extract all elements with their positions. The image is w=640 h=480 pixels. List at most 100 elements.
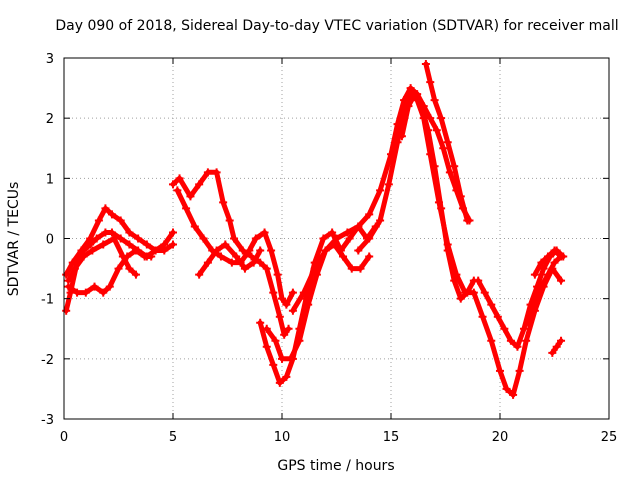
- y-tick-label: -2: [41, 353, 54, 368]
- data-point: [557, 336, 566, 345]
- data-point: [219, 198, 228, 207]
- data-point: [496, 366, 504, 375]
- data-point: [365, 234, 374, 243]
- data-point: [410, 90, 419, 99]
- data-point: [77, 246, 86, 255]
- data-point: [474, 276, 483, 285]
- data-point: [182, 204, 191, 213]
- data-point: [195, 270, 204, 279]
- data-point: [404, 102, 413, 111]
- x-tick-label: 10: [274, 430, 291, 445]
- data-point: [310, 264, 319, 273]
- data-point: [506, 336, 515, 345]
- y-tick-label: 3: [46, 52, 54, 67]
- data-point: [280, 330, 289, 339]
- data-point: [175, 174, 184, 183]
- data-point: [216, 252, 225, 261]
- y-tick-label: 2: [46, 112, 54, 127]
- data-point: [118, 252, 127, 261]
- data-point: [88, 246, 97, 255]
- data-point: [537, 258, 546, 267]
- data-point: [249, 258, 258, 267]
- data-series-track-g: [196, 242, 263, 278]
- data-point: [142, 240, 151, 249]
- data-point: [70, 264, 79, 273]
- data-point: [328, 228, 337, 237]
- data-point: [94, 216, 103, 225]
- data-point: [282, 372, 291, 381]
- data-point: [64, 276, 73, 285]
- data-point: [365, 210, 374, 219]
- data-point: [345, 234, 354, 243]
- data-point: [478, 312, 487, 321]
- data-point: [487, 300, 496, 309]
- data-point: [269, 360, 278, 369]
- data-point: [212, 246, 221, 255]
- x-tick-label: 25: [601, 430, 618, 445]
- data-point: [530, 270, 539, 279]
- data-point: [304, 300, 313, 309]
- chart-title: Day 090 of 2018, Sidereal Day-to-day VTE…: [55, 18, 618, 34]
- data-point: [550, 258, 559, 267]
- data-point: [487, 336, 496, 345]
- data-point: [267, 246, 276, 255]
- data-point: [90, 282, 99, 291]
- data-point: [515, 366, 524, 375]
- data-point: [519, 324, 528, 333]
- data-point: [260, 228, 269, 237]
- data-point: [437, 204, 446, 213]
- data-point: [347, 264, 356, 273]
- data-point: [186, 192, 195, 201]
- data-point: [240, 264, 249, 273]
- data-point: [450, 162, 459, 171]
- data-point: [160, 246, 169, 255]
- y-tick-label: 0: [46, 233, 54, 248]
- data-point: [125, 228, 134, 237]
- data-point: [105, 282, 114, 291]
- data-point: [299, 288, 308, 297]
- data-point: [116, 216, 125, 225]
- data-point: [134, 234, 143, 243]
- data-point: [278, 294, 286, 303]
- data-point: [365, 252, 374, 261]
- data-point: [321, 246, 330, 255]
- data-point: [284, 324, 293, 333]
- data-point: [131, 246, 140, 255]
- data-point: [262, 264, 271, 273]
- x-axis-label: GPS time / hours: [277, 458, 394, 474]
- data-point: [417, 102, 426, 111]
- data-point: [227, 258, 236, 267]
- data-series-track-b: [63, 205, 176, 278]
- data-point: [456, 192, 465, 201]
- data-point: [125, 264, 134, 273]
- data-point: [513, 342, 522, 351]
- y-tick-label: 1: [46, 172, 54, 187]
- data-point: [376, 216, 385, 225]
- data-point: [430, 162, 439, 171]
- y-tick-label: -1: [41, 293, 54, 308]
- data-point: [343, 228, 352, 237]
- data-point: [500, 324, 509, 333]
- y-axis-label: SDTVAR / TECUs: [6, 182, 22, 297]
- data-point: [439, 144, 448, 153]
- data-point: [430, 96, 439, 105]
- data-point: [199, 234, 208, 243]
- data-point: [269, 288, 278, 297]
- data-point: [282, 300, 291, 309]
- data-point: [173, 186, 182, 195]
- data-point: [445, 168, 454, 177]
- data-point: [169, 228, 177, 237]
- data-point: [245, 246, 254, 255]
- data-point: [421, 60, 430, 69]
- x-tick-label: 20: [492, 430, 509, 445]
- data-point: [278, 354, 286, 363]
- data-point: [232, 252, 241, 261]
- data-point: [543, 270, 552, 279]
- data-point: [107, 210, 116, 219]
- data-point: [432, 126, 441, 135]
- series-layer: [62, 60, 568, 399]
- data-point: [552, 342, 561, 351]
- data-point: [68, 258, 77, 267]
- data-point: [424, 126, 433, 135]
